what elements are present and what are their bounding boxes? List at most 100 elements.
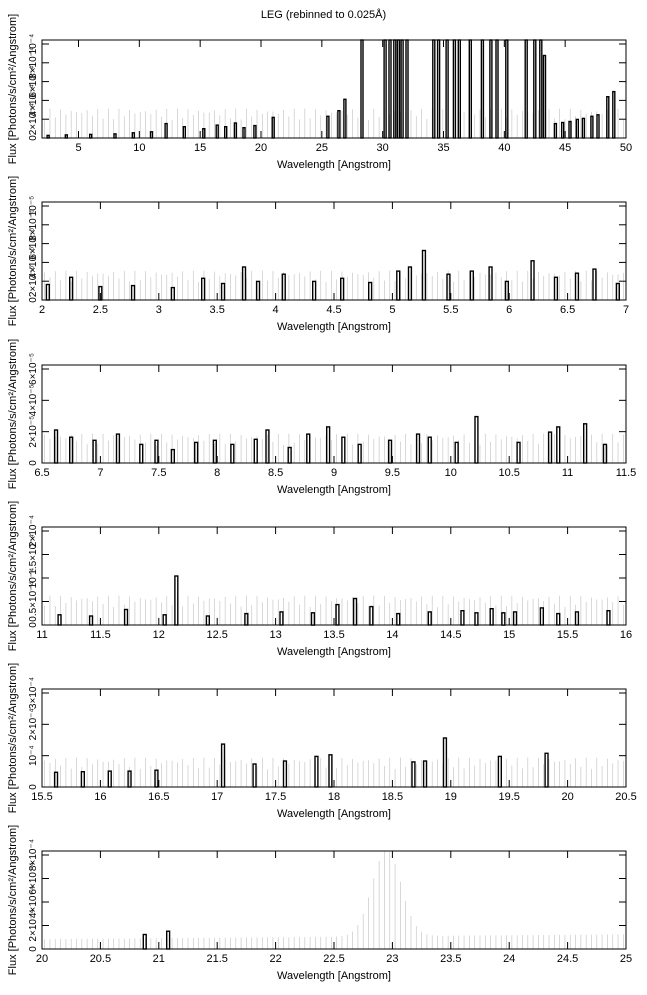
y-tick-label: 2×10⁻⁴ — [28, 708, 39, 740]
data-bar — [107, 770, 112, 788]
data-bar — [115, 433, 121, 464]
data-bar — [574, 611, 580, 626]
data-bar — [369, 605, 374, 626]
data-bar — [174, 575, 179, 626]
x-tick-label: 5 — [75, 142, 81, 154]
data-bar — [255, 280, 261, 301]
x-tick-label: 9.5 — [385, 467, 400, 479]
data-bar — [357, 443, 362, 464]
data-bar — [544, 752, 549, 788]
data-bar — [442, 737, 448, 788]
data-bar — [45, 283, 51, 301]
x-tick-label: 23 — [386, 953, 398, 965]
data-bar — [539, 39, 543, 139]
data-bar — [306, 433, 311, 464]
data-bar — [142, 933, 147, 950]
x-tick-label: 7 — [97, 467, 103, 479]
x-tick-label: 4.5 — [326, 304, 341, 316]
y-tick-label: 0 — [28, 946, 39, 952]
y-tick-label: 0 — [28, 784, 39, 790]
data-bar — [396, 270, 401, 301]
data-bar — [253, 124, 257, 139]
data-bar — [422, 760, 428, 788]
x-axis-label: Wavelength [Angstrom] — [277, 808, 391, 820]
data-bar — [139, 443, 144, 464]
data-bar — [131, 132, 136, 139]
x-tick-label: 9 — [331, 467, 337, 479]
x-tick-label: 16 — [94, 791, 106, 803]
x-axis-label: Wavelength [Angstrom] — [277, 321, 391, 333]
x-tick-label: 18.5 — [382, 791, 403, 803]
x-tick-label: 12 — [153, 629, 165, 641]
data-bar — [193, 441, 199, 464]
x-tick-label: 13 — [269, 629, 281, 641]
x-tick-label: 20.5 — [615, 791, 636, 803]
data-bar — [396, 612, 401, 626]
y-tick-label: 0 — [28, 460, 39, 466]
y-tick-label: 4×10⁻⁴ — [28, 886, 39, 918]
data-bar — [53, 429, 59, 464]
data-bar — [501, 612, 506, 626]
x-tick-label: 10 — [133, 142, 145, 154]
data-bar — [282, 760, 288, 788]
y-tick-label: 6×10⁻⁵ — [28, 353, 39, 385]
data-bar — [53, 771, 59, 788]
x-axis-label: Wavelength [Angstrom] — [277, 970, 391, 982]
data-bar — [561, 121, 565, 139]
x-tick-label: 6 — [506, 304, 512, 316]
y-tick-label: 10⁻⁴ — [28, 568, 39, 589]
data-bar — [368, 281, 373, 301]
x-tick-label: 8.5 — [268, 467, 283, 479]
x-axis-label: Wavelength [Angstrom] — [277, 484, 391, 496]
data-bar — [223, 125, 228, 139]
x-tick-label: 23.5 — [440, 953, 461, 965]
data-bar — [88, 133, 93, 139]
x-tick-label: 17 — [211, 791, 223, 803]
x-tick-label: 24.5 — [557, 953, 578, 965]
data-bar — [383, 39, 387, 139]
x-tick-label: 14 — [386, 629, 398, 641]
error-bars — [44, 270, 624, 300]
data-bar — [326, 426, 331, 464]
x-tick-label: 19 — [445, 791, 457, 803]
data-bar — [312, 280, 317, 301]
y-tick-label: 4×10⁻⁵ — [28, 246, 39, 278]
y-tick-label: 2×10⁻⁴ — [28, 515, 39, 547]
plot-frame — [41, 850, 627, 950]
data-bar — [205, 615, 210, 626]
data-bar — [310, 612, 316, 626]
data-bar — [88, 615, 94, 626]
data-bar — [602, 443, 608, 464]
x-tick-label: 7 — [623, 304, 629, 316]
data-bar — [400, 39, 404, 139]
y-axis-label: Flux [Photons/s/cm²/Angstrom] — [7, 501, 19, 651]
x-tick-label: 21 — [153, 953, 165, 965]
data-bar — [542, 54, 547, 139]
x-tick-label: 25 — [620, 953, 632, 965]
x-tick-label: 5 — [389, 304, 395, 316]
data-bar — [590, 115, 594, 139]
data-bar — [553, 276, 559, 301]
x-tick-label: 2 — [39, 304, 45, 316]
data-bar — [200, 277, 206, 301]
error-bars — [44, 595, 624, 625]
y-tick-label: 1.5×10⁻⁴ — [28, 534, 39, 574]
data-bar — [411, 761, 416, 788]
y-tick-label: 2×10⁻⁴ — [28, 909, 39, 941]
y-axis-label: Flux [Photons/s/cm²/Angstrom] — [7, 825, 19, 975]
data-bar — [335, 603, 340, 626]
data-bar — [592, 268, 597, 301]
data-bar — [452, 39, 457, 139]
x-tick-label: 7.5 — [151, 467, 166, 479]
data-bar — [547, 431, 553, 464]
data-bar — [445, 39, 449, 139]
data-bar — [341, 436, 346, 464]
data-bar — [533, 39, 537, 139]
y-tick-label: 8×10⁻⁵ — [28, 209, 39, 241]
y-tick-label: 10⁻⁴ — [28, 34, 39, 55]
y-axis-label: Flux [Photons/s/cm²/Angstrom] — [7, 663, 19, 813]
x-tick-label: 17.5 — [265, 791, 286, 803]
x-tick-label: 15.5 — [31, 791, 52, 803]
x-axis-label: Wavelength [Angstrom] — [277, 646, 391, 658]
x-tick-label: 18 — [328, 791, 340, 803]
